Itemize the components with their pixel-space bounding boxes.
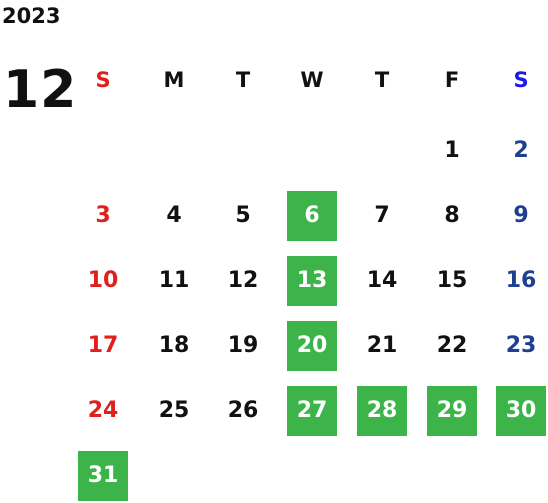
month: 12 xyxy=(3,60,78,120)
day: 19 xyxy=(227,333,259,358)
weekday-header: W xyxy=(300,68,324,92)
day: 26 xyxy=(227,398,259,423)
year: 2023 xyxy=(2,4,61,28)
highlighted-day: 27 xyxy=(287,386,337,436)
weekday-header: T xyxy=(235,68,251,92)
day: 2 xyxy=(513,138,529,163)
highlighted-day: 6 xyxy=(287,191,337,241)
highlighted-day: 30 xyxy=(496,386,546,436)
highlighted-day: 29 xyxy=(427,386,477,436)
day: 11 xyxy=(158,268,190,293)
weekday-header: F xyxy=(444,68,460,92)
highlighted-day: 20 xyxy=(287,321,337,371)
weekday-header: M xyxy=(163,68,185,92)
day: 24 xyxy=(87,398,119,423)
highlighted-day: 13 xyxy=(287,256,337,306)
day: 10 xyxy=(87,268,119,293)
highlighted-day: 31 xyxy=(78,451,128,501)
day: 9 xyxy=(513,203,529,228)
day: 21 xyxy=(366,333,398,358)
day: 22 xyxy=(436,333,468,358)
day: 8 xyxy=(444,203,460,228)
day: 23 xyxy=(505,333,537,358)
highlighted-day: 28 xyxy=(357,386,407,436)
day: 15 xyxy=(436,268,468,293)
day: 12 xyxy=(227,268,259,293)
weekday-header: S xyxy=(513,68,529,92)
day: 5 xyxy=(235,203,251,228)
weekday-header: S xyxy=(95,68,111,92)
weekday-header: T xyxy=(374,68,390,92)
day: 16 xyxy=(505,268,537,293)
day: 7 xyxy=(374,203,390,228)
day: 3 xyxy=(95,203,111,228)
day: 17 xyxy=(87,333,119,358)
day: 18 xyxy=(158,333,190,358)
day: 25 xyxy=(158,398,190,423)
day: 4 xyxy=(166,203,182,228)
day: 1 xyxy=(444,138,460,163)
day: 14 xyxy=(366,268,398,293)
